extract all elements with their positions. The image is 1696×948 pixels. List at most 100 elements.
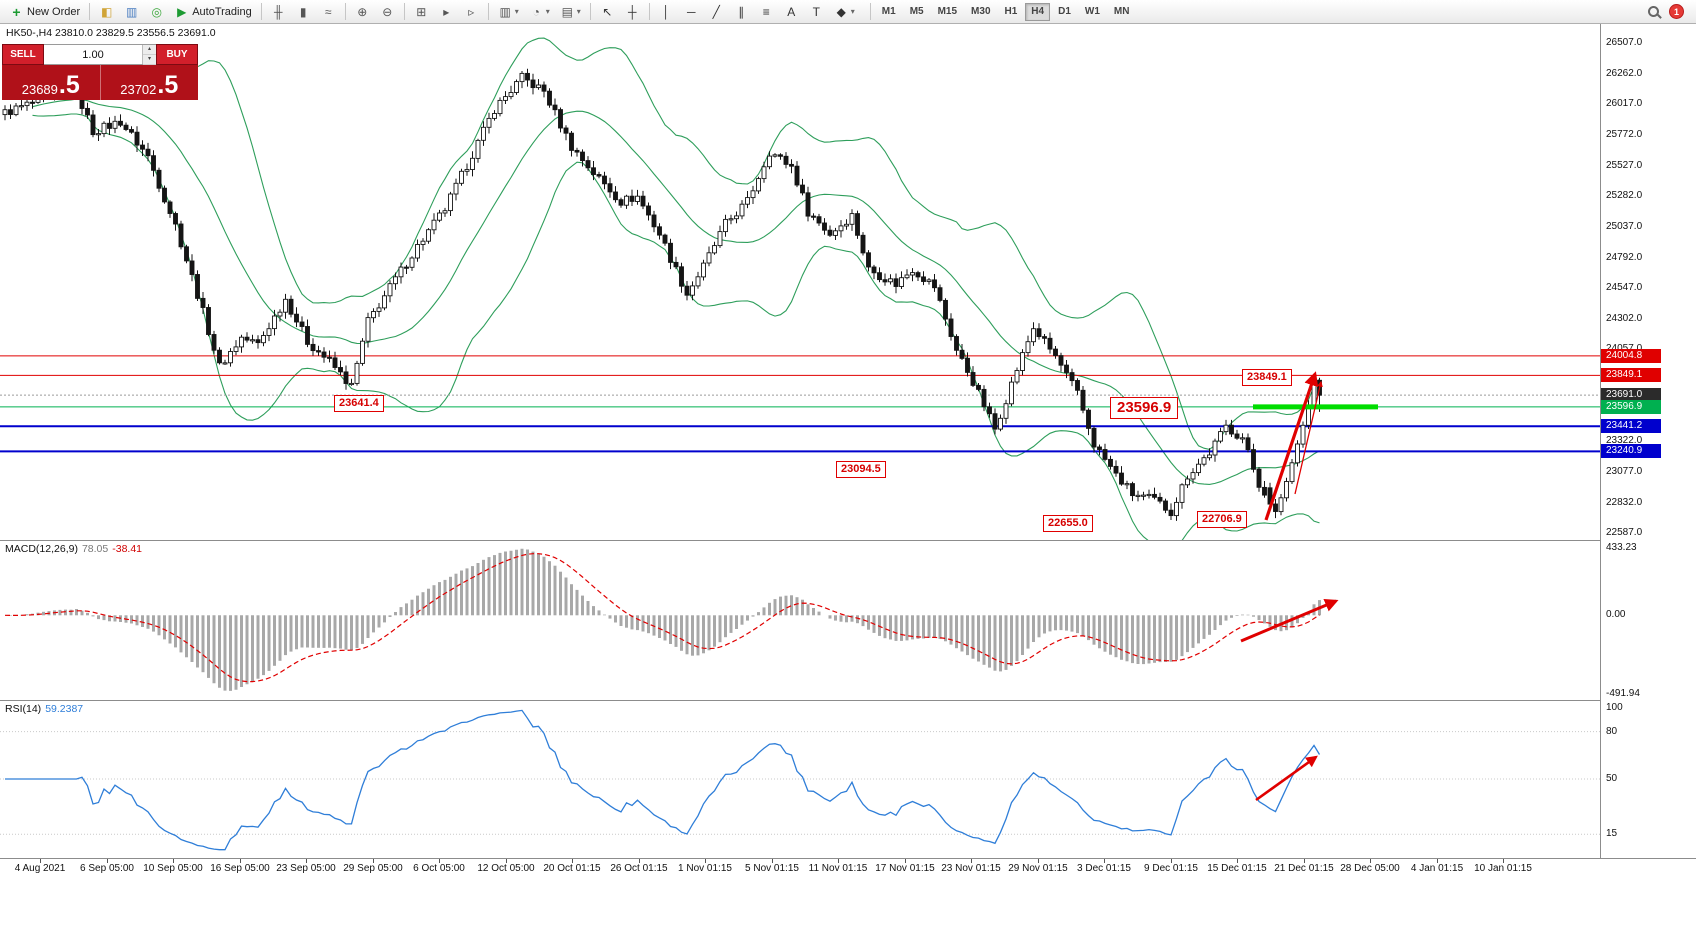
price-callout[interactable]: 22706.9 bbox=[1197, 511, 1247, 528]
candle-body bbox=[1009, 381, 1014, 405]
search-icon[interactable] bbox=[1648, 6, 1659, 17]
time-label: 12 Oct 05:00 bbox=[477, 863, 535, 874]
trendline-button[interactable]: ╱ bbox=[705, 2, 728, 22]
label-button[interactable]: T bbox=[805, 2, 828, 22]
price-tick-label: 24057.0 bbox=[1601, 343, 1642, 355]
candlestick-chart-button[interactable]: ▮ bbox=[292, 2, 315, 22]
ask-price-button[interactable]: 23702 .5 bbox=[101, 65, 199, 100]
price-callout[interactable]: 22655.0 bbox=[1043, 515, 1093, 532]
timeframe-h1-button[interactable]: H1 bbox=[999, 3, 1024, 21]
line-chart-button[interactable]: ≈ bbox=[317, 2, 340, 22]
profiles-button[interactable]: ◔ ▾ bbox=[525, 2, 554, 22]
candle-body bbox=[1069, 372, 1075, 382]
candle-body bbox=[1163, 500, 1168, 511]
candle-body bbox=[261, 335, 266, 344]
text-button[interactable]: A bbox=[780, 2, 803, 22]
timeframe-d1-button[interactable]: D1 bbox=[1052, 3, 1077, 21]
chart-shift-button[interactable]: ▹ bbox=[460, 2, 483, 22]
refresh-icon: ◎ bbox=[151, 4, 162, 19]
volume-input[interactable] bbox=[44, 45, 142, 64]
volume-up-button[interactable]: ▴ bbox=[143, 45, 156, 55]
trend-arrow[interactable] bbox=[1240, 598, 1339, 643]
time-tick bbox=[838, 859, 839, 863]
charts-button[interactable]: ▥ bbox=[120, 2, 143, 22]
time-tick bbox=[705, 859, 706, 863]
volume-down-button[interactable]: ▾ bbox=[143, 55, 156, 65]
notification-badge[interactable]: 1 bbox=[1669, 4, 1684, 19]
time-tick bbox=[1503, 859, 1504, 863]
zoom-in-button[interactable]: ⊕ bbox=[351, 2, 374, 22]
candle-body bbox=[189, 260, 195, 275]
candle-body bbox=[932, 279, 937, 289]
panel-separator[interactable] bbox=[0, 700, 1696, 701]
candle-body bbox=[283, 298, 288, 313]
candle-body bbox=[1223, 424, 1229, 433]
timeframe-w1-button[interactable]: W1 bbox=[1079, 3, 1106, 21]
candle-body bbox=[90, 114, 96, 136]
arrows-button[interactable]: ◆ ▾ bbox=[830, 2, 859, 22]
time-label: 4 Jan 01:15 bbox=[1410, 863, 1464, 874]
new-order-button-label: New Order bbox=[27, 5, 81, 18]
templates-button[interactable]: ▤ ▾ bbox=[556, 2, 585, 22]
auto-scroll-button[interactable]: ▸ bbox=[435, 2, 458, 22]
candle-body bbox=[767, 155, 772, 168]
candle-body bbox=[151, 155, 156, 171]
candle-body bbox=[1053, 348, 1058, 356]
buy-button[interactable]: BUY bbox=[156, 44, 198, 65]
candle-body bbox=[833, 230, 838, 236]
price-tag: 24004.8 bbox=[1601, 349, 1661, 363]
time-tick bbox=[772, 859, 773, 863]
fibonacci-button[interactable]: ≡ bbox=[755, 2, 778, 22]
candle-body bbox=[96, 133, 101, 136]
candle-body bbox=[415, 244, 420, 259]
candle-body bbox=[2, 109, 8, 116]
bar-chart-button[interactable]: ╫ bbox=[267, 2, 290, 22]
new-order-button[interactable]: + New Order bbox=[5, 2, 84, 22]
timeframe-mn-button[interactable]: MN bbox=[1108, 3, 1136, 21]
price-callout[interactable]: 23641.4 bbox=[334, 395, 384, 412]
candle-body bbox=[943, 299, 948, 320]
candle-body bbox=[723, 218, 728, 233]
zoom-out-button[interactable]: ⊖ bbox=[376, 2, 399, 22]
timeframe-m5-button[interactable]: M5 bbox=[904, 3, 930, 21]
timeframe-m30-button[interactable]: M30 bbox=[965, 3, 996, 21]
refresh-button[interactable]: ◎ bbox=[145, 2, 168, 22]
timeframe-m15-button[interactable]: M15 bbox=[932, 3, 963, 21]
timeframe-h4-button[interactable]: H4 bbox=[1025, 2, 1051, 21]
cursor-button[interactable]: ↖ bbox=[596, 2, 619, 22]
candle-body bbox=[288, 298, 294, 315]
cursor-arrow-icon: ↖ bbox=[602, 4, 613, 19]
time-axis[interactable]: 4 Aug 2021 6 Sep 05:00 10 Sep 05:00 16 Sep … bbox=[0, 858, 1696, 878]
price-callout[interactable]: 23596.9 bbox=[1110, 397, 1179, 419]
price-axis[interactable]: 26507.0 26262.0 26017.0 25772.0 25527.0 25282… bbox=[1600, 24, 1696, 858]
timeframe-m1-button[interactable]: M1 bbox=[876, 3, 902, 21]
panel-separator[interactable] bbox=[0, 540, 1696, 541]
trend-arrow[interactable] bbox=[1264, 371, 1319, 521]
price-callout[interactable]: 23094.5 bbox=[836, 461, 886, 478]
candle-body bbox=[1141, 494, 1146, 497]
candle-body bbox=[244, 336, 250, 341]
candle-body bbox=[585, 160, 591, 169]
horizontal-line-button[interactable]: ─ bbox=[680, 2, 703, 22]
candle-body bbox=[778, 154, 783, 157]
sell-button[interactable]: SELL bbox=[2, 44, 44, 65]
tile-windows-button[interactable]: ⊞ bbox=[410, 2, 433, 22]
time-tick bbox=[306, 859, 307, 863]
new-chart-button[interactable]: ▥ ▾ bbox=[494, 2, 523, 22]
trend-arrow[interactable] bbox=[1294, 380, 1323, 495]
chart-canvas[interactable] bbox=[0, 24, 1600, 858]
candle-body bbox=[1130, 483, 1135, 497]
chart-shift-icon: ▹ bbox=[468, 4, 475, 19]
autotrading-button[interactable]: ▶ AutoTrading bbox=[170, 2, 256, 22]
vertical-line-button[interactable]: │ bbox=[655, 2, 678, 22]
channel-button[interactable]: ∥ bbox=[730, 2, 753, 22]
candle-body bbox=[211, 334, 217, 351]
crosshair-button[interactable]: ┼ bbox=[621, 2, 644, 22]
metaeditor-button[interactable]: ◧ bbox=[95, 2, 118, 22]
candle-body bbox=[976, 384, 981, 390]
bid-price-button[interactable]: 23689 .5 bbox=[2, 65, 101, 100]
price-callout[interactable]: 23849.1 bbox=[1242, 369, 1292, 386]
trend-arrow[interactable] bbox=[1255, 755, 1318, 802]
trendline-icon: ╱ bbox=[712, 4, 720, 19]
candle-body bbox=[1042, 336, 1047, 339]
